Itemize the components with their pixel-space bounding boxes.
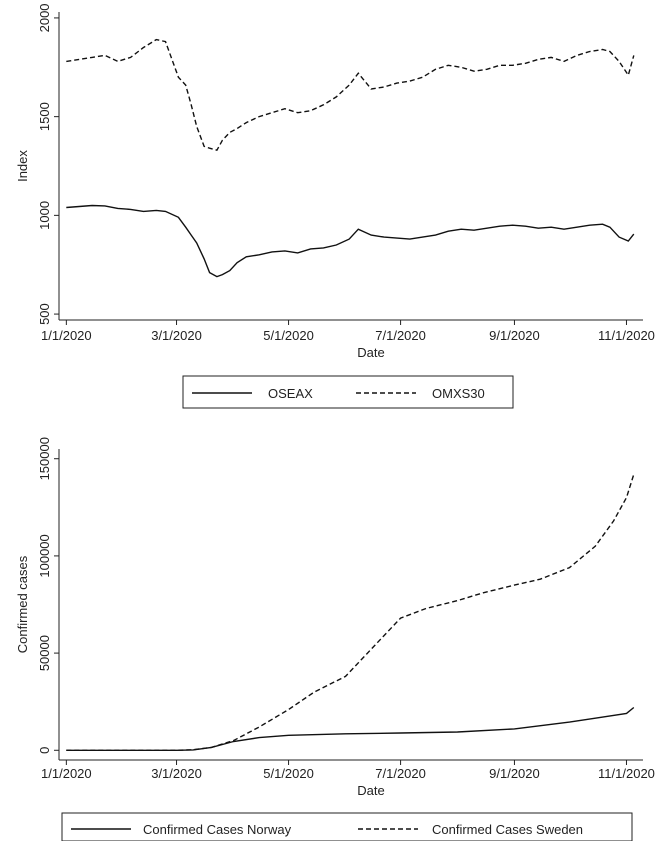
- legend-label-1: Confirmed Cases Sweden: [432, 822, 583, 837]
- series-line-oseax: [66, 204, 635, 278]
- x-tick-label: 1/1/2020: [41, 328, 92, 343]
- series-line-omxs30: [66, 38, 635, 152]
- x-tick-label: 1/1/2020: [41, 766, 92, 781]
- x-tick-label: 3/1/2020: [151, 328, 202, 343]
- x-tick-label: 7/1/2020: [375, 328, 426, 343]
- legend-label-0: OSEAX: [268, 386, 313, 401]
- y-tick-label: 1500: [37, 102, 52, 131]
- x-axis-title: Date: [357, 783, 384, 798]
- x-tick-label: 11/1/2020: [598, 766, 655, 781]
- y-axis-title: Index: [15, 150, 30, 182]
- legend-label-1: OMXS30: [432, 386, 485, 401]
- y-tick-label: 150000: [37, 437, 52, 480]
- x-tick-label: 9/1/2020: [489, 766, 540, 781]
- y-axis-title: Confirmed cases: [15, 555, 30, 653]
- x-axis-title: Date: [357, 345, 384, 360]
- y-tick-label: 500: [37, 303, 52, 325]
- x-tick-label: 9/1/2020: [489, 328, 540, 343]
- legend-box: [182, 375, 514, 409]
- x-tick-label: 5/1/2020: [263, 766, 314, 781]
- x-tick-label: 7/1/2020: [375, 766, 426, 781]
- x-tick-label: 11/1/2020: [598, 328, 655, 343]
- y-tick-label: 100000: [37, 534, 52, 577]
- y-tick-label: 0: [37, 747, 52, 754]
- series-line-confirmed-cases-sweden: [66, 474, 635, 751]
- x-tick-label: 5/1/2020: [263, 328, 314, 343]
- y-tick-label: 2000: [37, 3, 52, 32]
- y-tick-label: 50000: [37, 635, 52, 671]
- legend-label-0: Confirmed Cases Norway: [143, 822, 292, 837]
- y-tick-label: 1000: [37, 201, 52, 230]
- series-line-confirmed-cases-norway: [66, 706, 635, 751]
- legend-box: [61, 812, 633, 841]
- x-tick-label: 3/1/2020: [151, 766, 202, 781]
